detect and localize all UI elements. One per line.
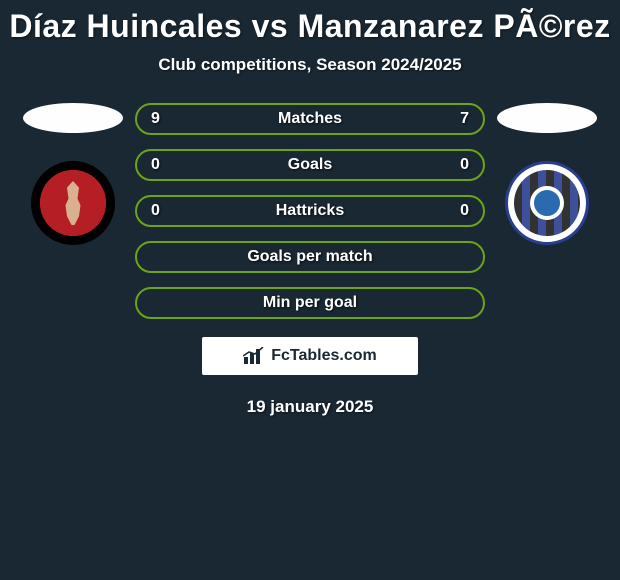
stats-column: 9 Matches 7 0 Goals 0 0 Hattricks 0 Goals per mat… — [135, 103, 485, 319]
stat-right-value: 0 — [460, 202, 469, 220]
chart-icon — [243, 347, 265, 365]
stat-label: Min per goal — [263, 294, 357, 312]
right-club-badge-icon — [505, 161, 589, 245]
stat-bar: 9 Matches 7 — [135, 103, 485, 135]
right-player-photo — [497, 103, 597, 133]
logo-text: FcTables.com — [271, 347, 377, 365]
stat-right-value: 7 — [460, 110, 469, 128]
left-club-badge-icon — [31, 161, 115, 245]
comparison-card: Díaz Huincales vs Manzanarez PÃ©rez Club… — [0, 0, 620, 417]
stat-bar: 0 Goals 0 — [135, 149, 485, 181]
stat-right-value: 0 — [460, 156, 469, 174]
left-player-col — [23, 103, 123, 245]
stat-left-value: 0 — [151, 202, 160, 220]
main-row: 9 Matches 7 0 Goals 0 0 Hattricks 0 Goals per mat… — [0, 103, 620, 319]
source-logo: FcTables.com — [202, 337, 418, 375]
stat-label: Matches — [278, 110, 342, 128]
stat-bar: Goals per match — [135, 241, 485, 273]
date: 19 january 2025 — [0, 397, 620, 417]
stat-left-value: 9 — [151, 110, 160, 128]
stat-label: Goals per match — [247, 248, 372, 266]
stat-left-value: 0 — [151, 156, 160, 174]
page-title: Díaz Huincales vs Manzanarez PÃ©rez — [0, 8, 620, 45]
stat-bar: Min per goal — [135, 287, 485, 319]
subtitle: Club competitions, Season 2024/2025 — [0, 55, 620, 75]
left-player-photo — [23, 103, 123, 133]
stat-bar: 0 Hattricks 0 — [135, 195, 485, 227]
stat-label: Goals — [288, 156, 332, 174]
stat-label: Hattricks — [276, 202, 344, 220]
right-player-col — [497, 103, 597, 245]
